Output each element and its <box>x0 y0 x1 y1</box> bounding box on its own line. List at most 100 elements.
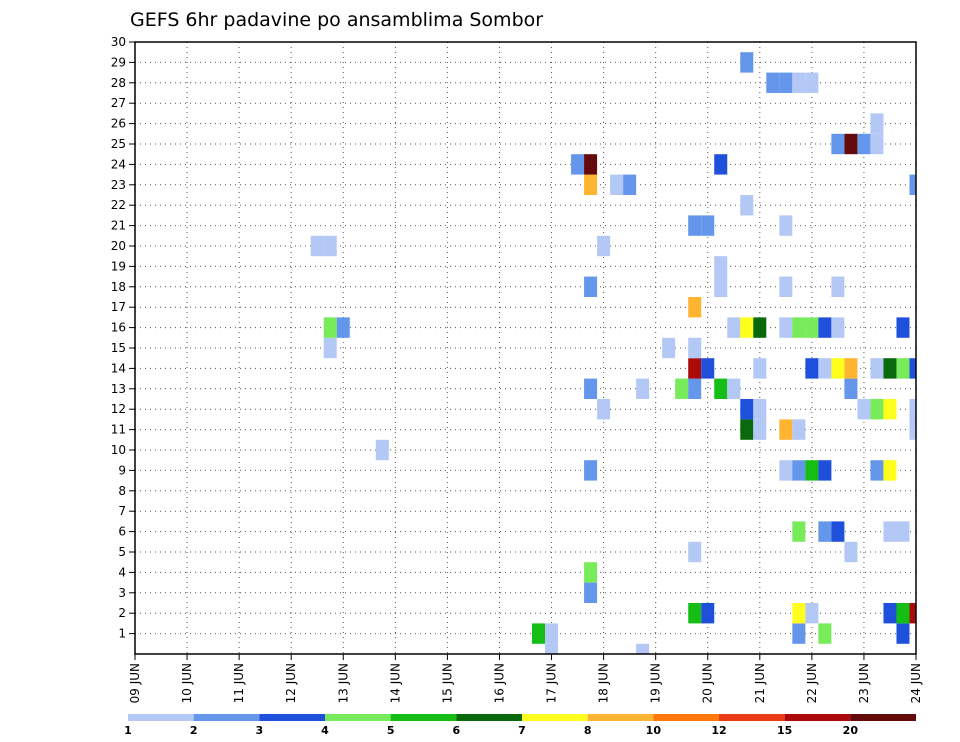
heatmap-cell <box>870 399 884 420</box>
heatmap-cell <box>740 399 754 420</box>
y-tick-label: 5 <box>118 545 126 559</box>
heatmap-cell <box>766 72 780 93</box>
heatmap-cell <box>805 72 819 93</box>
heatmap-cell <box>779 460 793 481</box>
heatmap-cell <box>896 317 910 338</box>
heatmap-cell <box>584 562 598 583</box>
heatmap-cell <box>818 317 832 338</box>
heatmap-cell <box>727 317 741 338</box>
y-tick-label: 25 <box>111 137 126 151</box>
heatmap-cell <box>714 256 728 277</box>
heatmap-cell <box>896 358 910 379</box>
y-tick-label: 24 <box>111 157 126 171</box>
x-tick-label: 15 JUN <box>440 663 454 703</box>
heatmap-cell <box>844 133 858 155</box>
heatmap-cell <box>896 623 910 644</box>
legend-swatch <box>128 714 194 721</box>
legend-label: 6 <box>453 724 461 737</box>
y-tick-label: 16 <box>111 321 126 335</box>
heatmap-cell <box>870 113 884 134</box>
legend-swatch <box>587 714 654 721</box>
y-tick-label: 7 <box>118 504 126 518</box>
heatmap-cell <box>323 235 337 257</box>
heatmap-cell <box>909 419 916 440</box>
legend-label: 10 <box>646 724 662 737</box>
heatmap-cell <box>870 133 884 155</box>
x-tick-label: 23 JUN <box>857 663 871 703</box>
heatmap-cell <box>727 378 741 399</box>
heatmap-cell <box>909 174 916 195</box>
heatmap-cell <box>792 460 806 481</box>
heatmap-cell <box>623 174 637 195</box>
heatmap-cell <box>701 215 715 236</box>
heatmap-cell <box>545 623 559 644</box>
heatmap-cell <box>584 582 598 603</box>
heatmap-cell <box>831 521 845 542</box>
heatmap-cell <box>909 603 916 624</box>
heatmap-cell <box>818 460 832 481</box>
y-tick-label: 20 <box>111 239 126 253</box>
x-tick-label: 18 JUN <box>597 663 611 703</box>
heatmap-cell <box>883 521 897 542</box>
x-tick-label: 17 JUN <box>545 663 559 703</box>
y-tick-label: 1 <box>118 627 126 641</box>
heatmap-cell <box>870 460 884 481</box>
heatmap-cell <box>532 623 546 644</box>
heatmap-cell <box>597 235 611 257</box>
heatmap-cell <box>701 603 715 624</box>
heatmap-cell <box>805 603 819 624</box>
legend-label: 8 <box>584 724 592 737</box>
heatmap-cell <box>753 419 767 440</box>
y-tick-label: 6 <box>118 525 126 539</box>
heatmap-cell <box>831 133 845 155</box>
heatmap-cell <box>688 541 702 563</box>
legend-swatch <box>325 714 391 721</box>
heatmap-cell <box>753 399 767 420</box>
heatmap-cell <box>818 358 832 379</box>
heatmap-cell <box>870 358 884 379</box>
x-tick-label: 10 JUN <box>180 663 194 703</box>
heatmap-cell <box>701 358 715 379</box>
legend-swatch <box>850 714 916 721</box>
heatmap-cell <box>792 419 806 440</box>
heatmap-cell <box>688 358 702 379</box>
y-tick-label: 19 <box>111 259 126 273</box>
heatmap-cell <box>714 378 728 399</box>
heatmap-cell <box>792 72 806 93</box>
heatmap-cell <box>831 358 845 379</box>
y-tick-label: 28 <box>111 76 126 90</box>
heatmap-cell <box>636 643 650 654</box>
legend-swatch <box>653 714 719 721</box>
heatmap-cell <box>375 439 389 461</box>
heatmap-cell <box>792 603 806 624</box>
heatmap-cell <box>857 399 871 420</box>
heatmap-cell <box>805 358 819 379</box>
y-tick-label: 8 <box>118 484 126 498</box>
x-tick-label: 12 JUN <box>284 663 298 703</box>
y-tick-label: 11 <box>111 423 126 437</box>
y-tick-label: 17 <box>111 300 126 314</box>
heatmap-cell <box>831 317 845 338</box>
heatmap-cell <box>883 603 897 624</box>
legend-label: 15 <box>777 724 792 737</box>
x-tick-label: 20 JUN <box>701 663 715 703</box>
heatmap-cell <box>883 399 897 420</box>
heatmap-cell <box>779 276 793 297</box>
x-tick-label: 24 JUN <box>909 663 923 703</box>
heatmap-cell <box>818 623 832 644</box>
legend-label: 3 <box>256 724 264 737</box>
heatmap-cell <box>844 358 858 379</box>
legend-label: 20 <box>843 724 859 737</box>
heatmap-cell <box>831 276 845 297</box>
heatmap-cell <box>545 643 559 654</box>
heatmap-cell <box>584 154 598 175</box>
heatmap-cell <box>688 215 702 236</box>
y-tick-label: 15 <box>111 341 126 355</box>
heatmap-cell <box>323 317 337 338</box>
heatmap-cell <box>779 317 793 338</box>
y-tick-label: 29 <box>111 55 126 69</box>
y-tick-label: 21 <box>111 219 126 233</box>
grid-lines <box>135 41 916 654</box>
heatmap-cell <box>896 521 910 542</box>
